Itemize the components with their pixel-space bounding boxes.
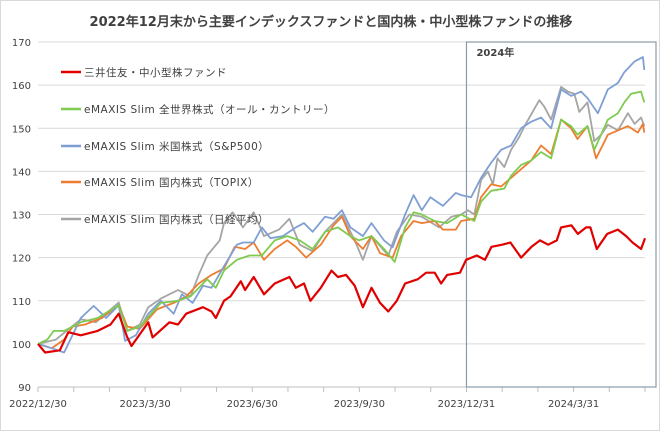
- legend-label-1: eMAXIS Slim 全世界株式（オール・カントリー）: [84, 103, 335, 116]
- y-tick-label: 100: [12, 340, 31, 351]
- series-line-0: [37, 224, 647, 354]
- legend-label-4: eMAXIS Slim 国内株式（日経平均）: [84, 213, 269, 226]
- highlight-label: 2024年: [476, 46, 514, 59]
- y-tick-label: 110: [12, 297, 31, 308]
- x-tick-label: 2023/12/31: [438, 399, 496, 410]
- y-tick-label: 140: [12, 167, 31, 178]
- y-tick-label: 120: [12, 254, 31, 265]
- series-line-1: [37, 90, 646, 345]
- legend-label-2: eMAXIS Slim 米国株式（S&P500）: [84, 140, 269, 153]
- y-tick-label: 150: [12, 124, 31, 135]
- x-tick-label: 2023/6/30: [227, 399, 278, 410]
- x-tick-label: 2022/12/30: [9, 399, 67, 410]
- y-tick-label: 170: [12, 38, 31, 49]
- x-tick-label: 2023/9/30: [334, 399, 385, 410]
- x-tick-label: 2024/3/31: [548, 399, 599, 410]
- x-tick-label: 2023/3/30: [119, 399, 170, 410]
- chart-title: 2022年12月末から主要インデックスファンドと国内株・中小型株ファンドの推移: [89, 15, 573, 30]
- legend-label-3: eMAXIS Slim 国内株式（TOPIX）: [84, 176, 259, 189]
- series-line-2: [37, 56, 646, 354]
- y-tick-label: 130: [12, 211, 31, 222]
- y-tick-label: 90: [18, 383, 31, 394]
- y-tick-label: 160: [12, 81, 31, 92]
- legend-label-0: 三井住友・中小型株ファンド: [84, 66, 227, 79]
- highlight-box-2024: [465, 41, 657, 388]
- series-line-3: [37, 118, 646, 350]
